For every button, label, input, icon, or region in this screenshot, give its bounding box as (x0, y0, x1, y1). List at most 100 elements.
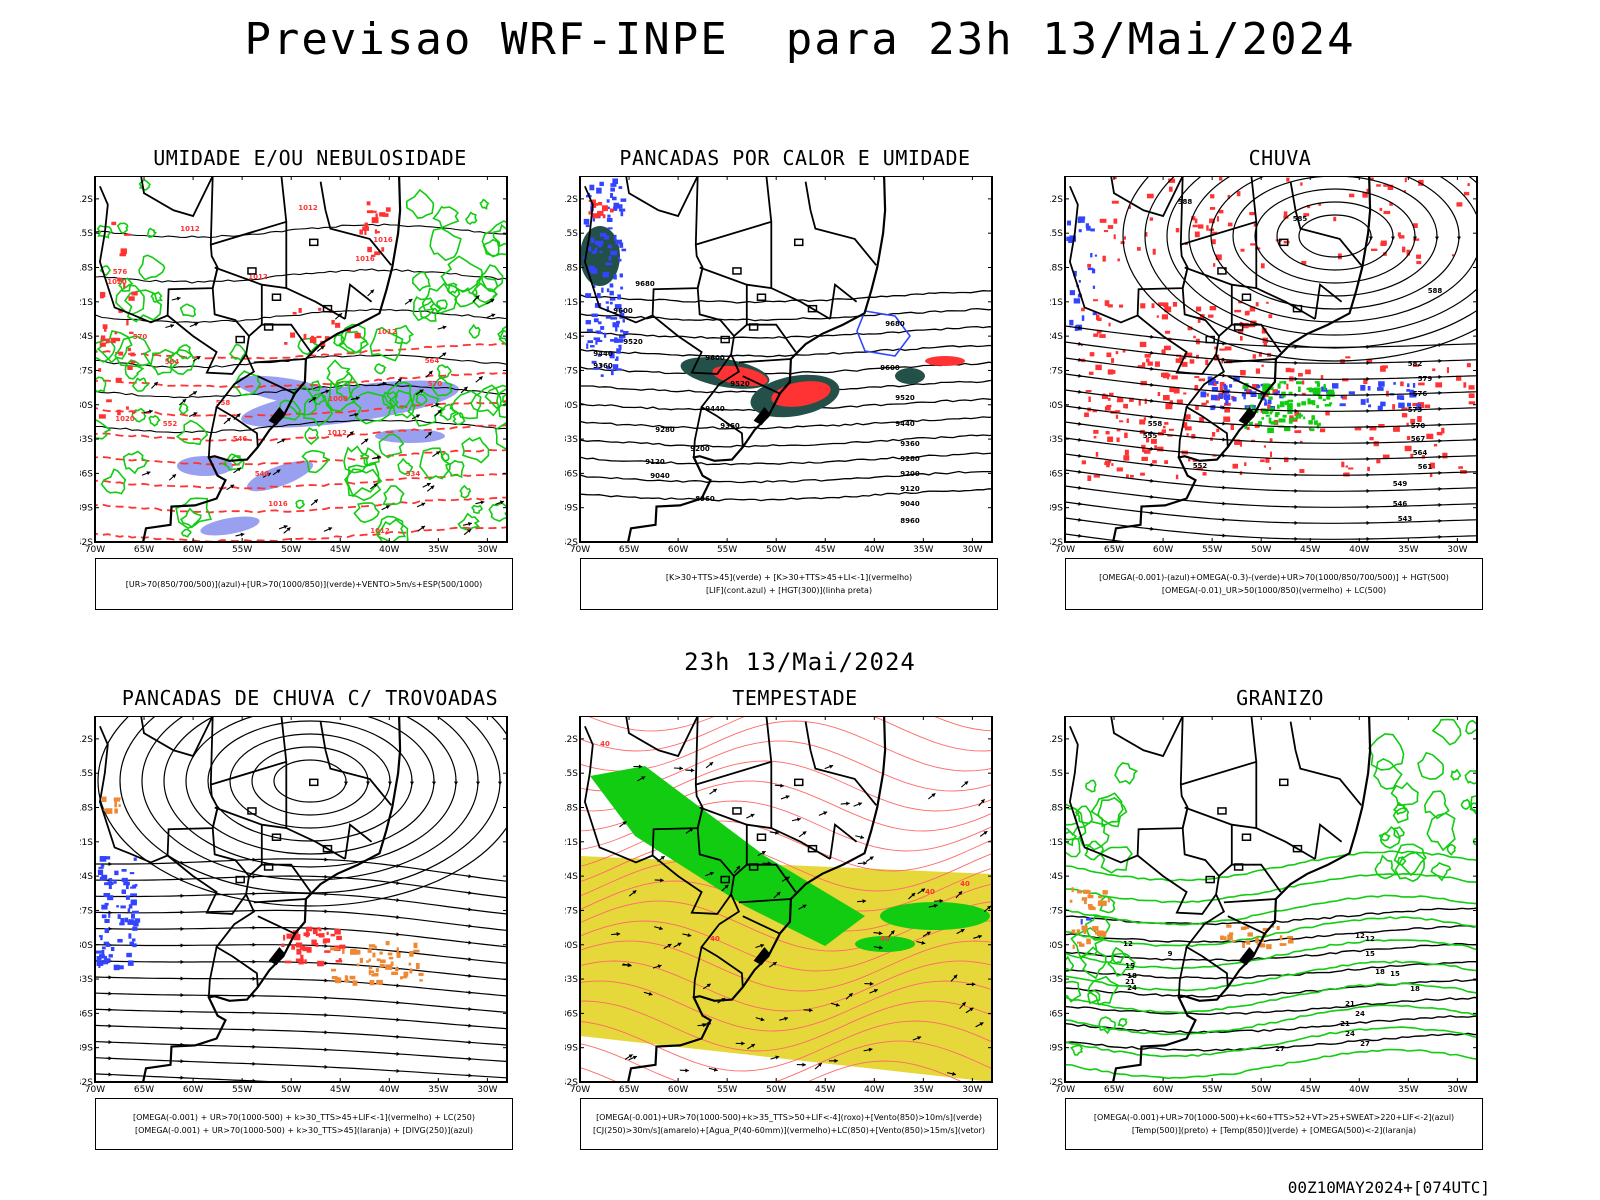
thunderstorm-orange-area (356, 963, 360, 967)
lif-contour (596, 240, 604, 246)
lon-label: 40W (864, 545, 884, 555)
humidity-marker (346, 328, 351, 333)
humidity-marker (117, 409, 121, 416)
thunderstorm-orange-area (349, 975, 356, 980)
contour-label: 1008 (328, 395, 348, 403)
humidity-1000-850 (445, 459, 465, 479)
temp500-contour (1065, 1015, 1477, 1034)
humidity-marker (132, 410, 136, 414)
lat-label: 42S (80, 1078, 93, 1088)
wind-vector-head (320, 345, 325, 350)
omega-strong-area (1313, 420, 1318, 425)
lake-marker (309, 238, 319, 247)
temp850-contour (1374, 854, 1397, 880)
legend-line: [CJ(250)>30m/s](amarelo)+[Agua_P(40-60mm… (593, 1126, 985, 1135)
map-chuva: 5885855885825795765735705675645615585555… (1050, 176, 1478, 555)
divg-area (133, 857, 137, 861)
lat-label: 21S (565, 298, 578, 308)
omega-area (1398, 402, 1405, 408)
thunderstorm-orange-area (359, 957, 363, 964)
streamline (1065, 341, 1477, 364)
rain-area (1240, 248, 1245, 252)
humidity-1000-850 (138, 254, 166, 281)
wind-vector-head (1150, 366, 1154, 371)
rain-area (1244, 311, 1250, 316)
wind-vector-head (108, 1007, 112, 1012)
wind-vector-head (192, 391, 197, 395)
lif-contour (617, 204, 623, 209)
rain-area (1345, 356, 1351, 359)
wind850-area (590, 766, 865, 946)
rain-area (1184, 242, 1189, 245)
humidity-1000-850 (454, 287, 477, 308)
wind-vector-head (1294, 376, 1298, 381)
temp850-contour (1446, 843, 1457, 856)
omega500-area (1083, 929, 1087, 934)
thunderstorm-orange-area (373, 972, 379, 977)
wind-vector-head (1294, 456, 1298, 461)
lif-contour (618, 186, 623, 189)
omega-area (1241, 392, 1246, 397)
thunderstorm-area (326, 931, 329, 935)
humidity-marker (382, 213, 389, 217)
wind-vector-head (1078, 389, 1082, 394)
lc850-streamline (580, 1060, 964, 1082)
lon-label: 45W (815, 1085, 835, 1095)
omega500-area (1081, 925, 1088, 931)
thunderstorm-area (298, 958, 304, 965)
divg-area (114, 870, 119, 876)
temp850-contour (1368, 733, 1405, 771)
omega-strong-area (1288, 391, 1293, 395)
wind-vector-head (252, 1044, 256, 1049)
streamline (1065, 357, 1477, 380)
humidity-1000-850 (496, 387, 507, 419)
rain-area (1219, 385, 1223, 392)
wind-vector-head (1294, 488, 1298, 493)
political-border (210, 760, 287, 786)
omega-strong-area (1262, 408, 1269, 414)
thunderstorm-orange-area (379, 951, 383, 955)
wind-vector-head (180, 910, 184, 915)
humidity-marker (119, 253, 126, 257)
rain-area (1250, 320, 1257, 326)
omega500-area (1071, 929, 1076, 934)
kts-li-area (588, 211, 591, 215)
rain-area (1219, 348, 1226, 351)
wind-vector-head (1294, 424, 1298, 429)
divg-area (132, 943, 137, 948)
wind-vector-head (862, 899, 867, 904)
lat-label: 15S (565, 769, 578, 779)
humidity-marker (373, 210, 377, 213)
omega-area (1208, 380, 1215, 386)
wind-vector-head (1438, 374, 1442, 380)
rain-area (1265, 458, 1270, 463)
map-frame: 12S15S18S21S24S27S30S33S36S39S42S70W65W6… (1050, 716, 1478, 1095)
wind-vector-head (1438, 502, 1442, 508)
thunderstorm-orange-area (330, 968, 337, 972)
humidity-1000-850 (378, 433, 405, 459)
omega500-area (1098, 895, 1103, 899)
rain-area (1084, 412, 1089, 418)
wind-vector-head (355, 396, 360, 401)
wind-vector-head (180, 860, 184, 865)
omega-strong-area (1274, 414, 1279, 418)
rain-area (1188, 458, 1191, 462)
omega500-area (1223, 936, 1227, 941)
contour-label: 567 (1411, 435, 1426, 443)
omega-area (1078, 216, 1086, 220)
lake-marker (1292, 844, 1303, 853)
omega500-area (1084, 900, 1087, 905)
rain-area (1107, 225, 1114, 229)
contour-label: 9600 (880, 364, 900, 372)
thunderstorm-orange-area (375, 968, 379, 973)
rain-area (1398, 235, 1405, 239)
wind-vector-head (857, 802, 862, 807)
wind-vector-head (435, 451, 440, 456)
lif-contour (600, 363, 603, 368)
thunderstorm-area (306, 927, 309, 933)
rain-area (1400, 381, 1404, 387)
rain-area (1093, 430, 1099, 434)
humidity-marker (298, 307, 302, 313)
rain-area (1140, 303, 1146, 309)
wind-vector-head (802, 1062, 806, 1067)
